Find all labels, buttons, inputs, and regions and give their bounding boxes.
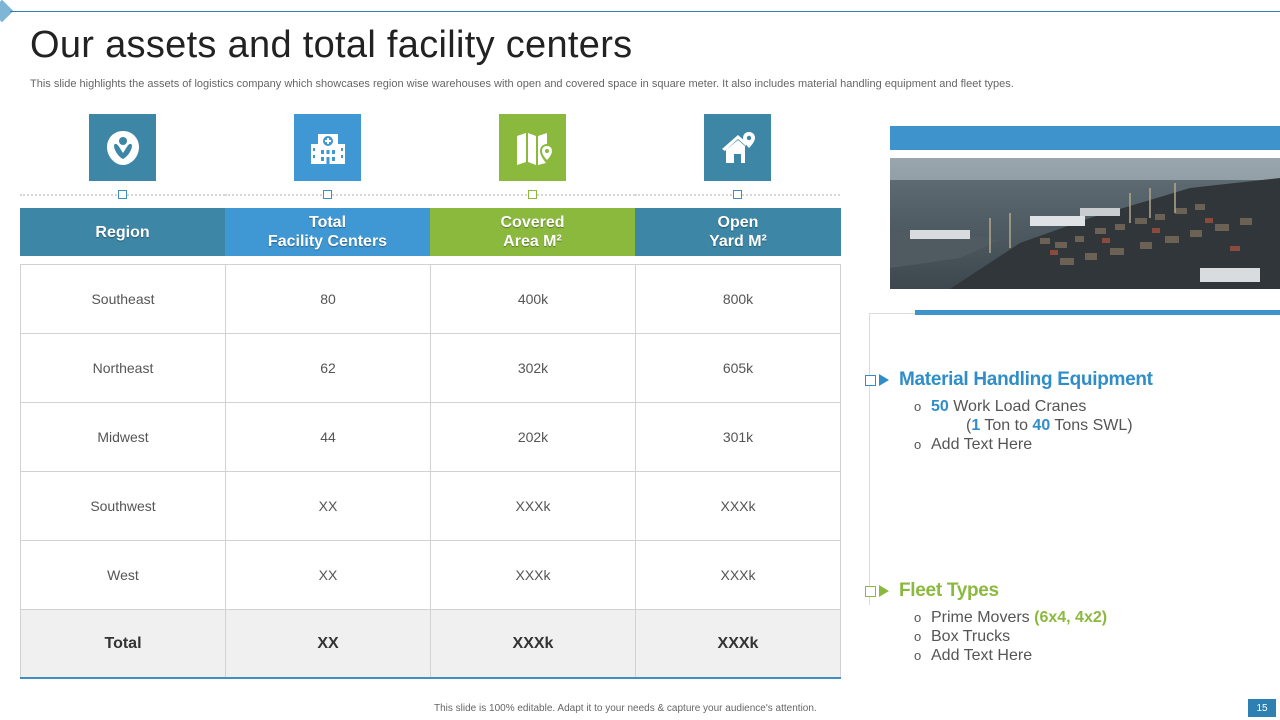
connector-horizontal-line [869,313,915,314]
table-cell: XX [225,471,431,541]
page-number: 15 [1248,699,1276,717]
connector-square [733,190,742,199]
connector-square [528,190,537,199]
icon-column-facility [225,114,430,204]
home-location-icon [704,114,771,181]
material-bullet-1-detail: (1 Ton to 40 Tons SWL) [966,417,1133,434]
material-bullet-1: o 50 Work Load Cranes [914,398,1087,415]
table-cell: XXXk [635,540,841,610]
port-photo [890,158,1280,289]
icon-column-region [20,114,225,204]
table-cell: Total [20,609,226,679]
table-cell: 302k [430,333,636,403]
table-cell: Southeast [20,264,226,334]
header-covered-area: Covered Area M² [430,208,635,256]
table-row: Midwest 44 202k 301k [20,402,841,472]
table-cell: 44 [225,402,431,472]
table-row: Northeast 62 302k 605k [20,333,841,403]
header-open-yard: Open Yard M² [635,208,841,256]
table-cell: Northeast [20,333,226,403]
table-cell: Southwest [20,471,226,541]
fleet-bullet-1: o Prime Movers (6x4, 4x2) [914,609,1108,626]
icon-column-open [635,114,840,204]
header-region: Region [20,208,225,256]
hospital-building-icon [294,114,361,181]
fleet-bullet-2: o Box Trucks [914,628,1011,645]
table-cell: 605k [635,333,841,403]
icon-column-covered [430,114,635,204]
table-cell: 400k [430,264,636,334]
table-cell: West [20,540,226,610]
arrow-marker-icon [865,374,889,386]
table-row: Southwest XX XXXk XXXk [20,471,841,541]
table-cell: XXXk [635,471,841,541]
table-row: West XX XXXk XXXk [20,540,841,610]
table-cell: Midwest [20,402,226,472]
arrow-marker-icon [865,585,889,597]
map-pin-icon [499,114,566,181]
page-subtitle: This slide highlights the assets of logi… [30,78,1014,90]
photo-header-bar [890,126,1280,150]
table-cell: XXXk [635,609,841,679]
location-map-icon [89,114,156,181]
connector-square [118,190,127,199]
connector-vertical-line [869,313,870,605]
fleet-bullet-3: o Add Text Here [914,647,1033,664]
page-title: Our assets and total facility centers [30,24,633,66]
footer-note: This slide is 100% editable. Adapt it to… [434,703,817,714]
top-rule [10,11,1280,12]
table-total-row: Total XX XXXk XXXk [20,609,841,679]
table-cell: XXXk [430,540,636,610]
table-cell: 62 [225,333,431,403]
table-cell: 202k [430,402,636,472]
facility-table: Southeast 80 400k 800k Northeast 62 302k… [20,264,841,679]
table-cell: XX [225,540,431,610]
connector-square [323,190,332,199]
table-cell: 800k [635,264,841,334]
table-row: Southeast 80 400k 800k [20,264,841,334]
table-cell: XX [225,609,431,679]
table-cell: XXXk [430,609,636,679]
header-total-facility: Total Facility Centers [225,208,430,256]
table-cell: 80 [225,264,431,334]
table-bottom-rule [20,677,841,679]
section-accent-bar [915,310,1280,315]
material-heading: Material Handling Equipment [865,369,1153,391]
fleet-heading: Fleet Types [865,580,999,602]
material-bullet-2: o Add Text Here [914,436,1033,453]
table-cell: XXXk [430,471,636,541]
table-cell: 301k [635,402,841,472]
